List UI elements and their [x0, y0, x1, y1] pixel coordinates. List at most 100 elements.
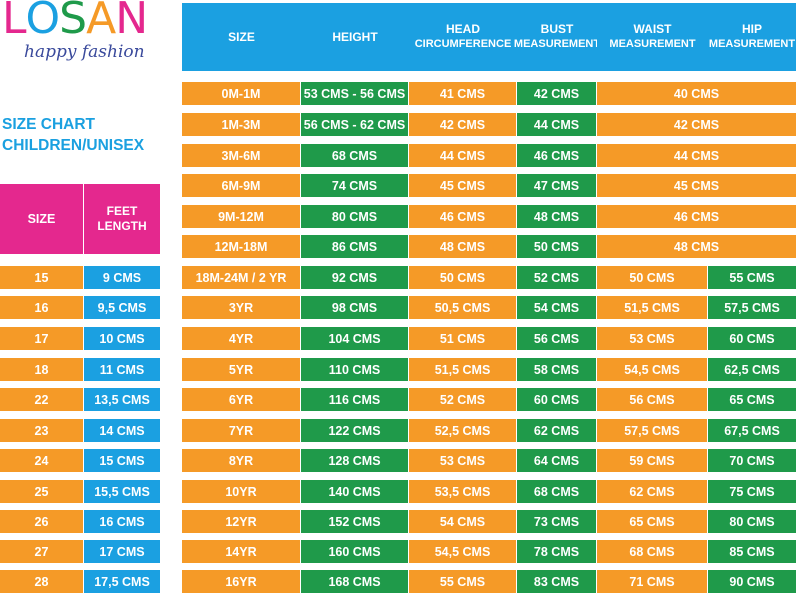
table-cell: 27: [0, 540, 83, 563]
column-header-line: MEASUREMENT: [708, 38, 796, 50]
table-cell: 42 CMS: [597, 113, 796, 136]
table-cell: 50 CMS: [517, 235, 596, 258]
table-cell: 68 CMS: [517, 480, 596, 503]
table-cell: 51 CMS: [409, 327, 516, 350]
table-cell: 51,5 CMS: [597, 296, 707, 319]
table-cell: 45 CMS: [409, 174, 516, 197]
table-cell: 110 CMS: [301, 358, 408, 381]
table-cell: 25: [0, 480, 83, 503]
table-cell: 62 CMS: [517, 419, 596, 442]
table-cell: 54 CMS: [409, 510, 516, 533]
brand-wordmark: LOSAN: [2, 0, 148, 44]
column-header-line: FEET: [106, 204, 138, 218]
table-cell: 44 CMS: [517, 113, 596, 136]
chart-title-line1: SIZE CHART: [2, 116, 95, 133]
table-cell: 44 CMS: [597, 144, 796, 167]
column-header: HIP MEASUREMENT: [708, 3, 796, 71]
table-cell: 53 CMS - 56 CMS: [301, 82, 408, 105]
table-cell: 22: [0, 388, 83, 411]
column-header: HEAD CIRCUMFERENCE: [409, 3, 517, 71]
table-cell: 152 CMS: [301, 510, 408, 533]
table-cell: 6M-9M: [182, 174, 300, 197]
table-cell: 15: [0, 266, 83, 289]
table-cell: 45 CMS: [597, 174, 796, 197]
table-cell: 15 CMS: [84, 449, 160, 472]
table-cell: 53 CMS: [409, 449, 516, 472]
table-cell: 10 CMS: [84, 327, 160, 350]
table-cell: 60 CMS: [517, 388, 596, 411]
table-cell: 65 CMS: [708, 388, 796, 411]
table-cell: 73 CMS: [517, 510, 596, 533]
column-header-line: MEASUREMENT: [513, 38, 601, 50]
table-cell: 64 CMS: [517, 449, 596, 472]
table-cell: 9,5 CMS: [84, 296, 160, 319]
table-cell: 122 CMS: [301, 419, 408, 442]
column-header: FEET LENGTH: [84, 184, 160, 254]
brand-letter: S: [59, 0, 87, 44]
column-header: SIZE: [182, 3, 301, 71]
table-cell: 5YR: [182, 358, 300, 381]
table-cell: 7YR: [182, 419, 300, 442]
table-cell: 54,5 CMS: [597, 358, 707, 381]
table-cell: 12YR: [182, 510, 300, 533]
table-cell: 50 CMS: [409, 266, 516, 289]
table-cell: 3M-6M: [182, 144, 300, 167]
table-cell: 11 CMS: [84, 358, 160, 381]
table-cell: 46 CMS: [597, 205, 796, 228]
table-cell: 17 CMS: [84, 540, 160, 563]
table-cell: 12M-18M: [182, 235, 300, 258]
table-cell: 24: [0, 449, 83, 472]
table-cell: 104 CMS: [301, 327, 408, 350]
table-cell: 52 CMS: [409, 388, 516, 411]
table-cell: 86 CMS: [301, 235, 408, 258]
table-cell: 59 CMS: [597, 449, 707, 472]
table-cell: 46 CMS: [517, 144, 596, 167]
table-cell: 56 CMS: [597, 388, 707, 411]
chart-title: SIZE CHART CHILDREN/UNISEX: [2, 114, 144, 156]
column-header: HEIGHT: [301, 3, 409, 71]
table-cell: 17: [0, 327, 83, 350]
table-cell: 56 CMS: [517, 327, 596, 350]
table-cell: 16: [0, 296, 83, 319]
table-cell: 58 CMS: [517, 358, 596, 381]
table-cell: 83 CMS: [517, 570, 596, 593]
table-cell: 26: [0, 510, 83, 533]
table-cell: 6YR: [182, 388, 300, 411]
table-cell: 52,5 CMS: [409, 419, 516, 442]
table-cell: 40 CMS: [597, 82, 796, 105]
table-cell: 28: [0, 570, 83, 593]
table-cell: 56 CMS - 62 CMS: [301, 113, 408, 136]
column-header-line: HEAD: [445, 22, 480, 36]
table-cell: 55 CMS: [409, 570, 516, 593]
table-cell: 16YR: [182, 570, 300, 593]
table-cell: 23: [0, 419, 83, 442]
table-cell: 18: [0, 358, 83, 381]
table-cell: 42 CMS: [409, 113, 516, 136]
column-header-line: HIP: [741, 22, 762, 36]
table-cell: 9 CMS: [84, 266, 160, 289]
table-cell: 13,5 CMS: [84, 388, 160, 411]
brand-letter: A: [86, 0, 116, 44]
table-cell: 54,5 CMS: [409, 540, 516, 563]
table-cell: 47 CMS: [517, 174, 596, 197]
table-cell: 160 CMS: [301, 540, 408, 563]
table-cell: 51,5 CMS: [409, 358, 516, 381]
table-cell: 14 CMS: [84, 419, 160, 442]
table-cell: 9M-12M: [182, 205, 300, 228]
table-cell: 92 CMS: [301, 266, 408, 289]
table-cell: 16 CMS: [84, 510, 160, 533]
table-cell: 52 CMS: [517, 266, 596, 289]
table-cell: 18M-24M / 2 YR: [182, 266, 300, 289]
table-cell: 0M-1M: [182, 82, 300, 105]
table-cell: 55 CMS: [708, 266, 796, 289]
table-cell: 50,5 CMS: [409, 296, 516, 319]
brand-letter: O: [25, 0, 61, 44]
table-cell: 116 CMS: [301, 388, 408, 411]
table-cell: 67,5 CMS: [708, 419, 796, 442]
table-cell: 15,5 CMS: [84, 480, 160, 503]
table-cell: 44 CMS: [409, 144, 516, 167]
table-cell: 74 CMS: [301, 174, 408, 197]
column-header-line: CIRCUMFERENCE: [414, 38, 512, 50]
table-cell: 48 CMS: [597, 235, 796, 258]
table-cell: 57,5 CMS: [597, 419, 707, 442]
